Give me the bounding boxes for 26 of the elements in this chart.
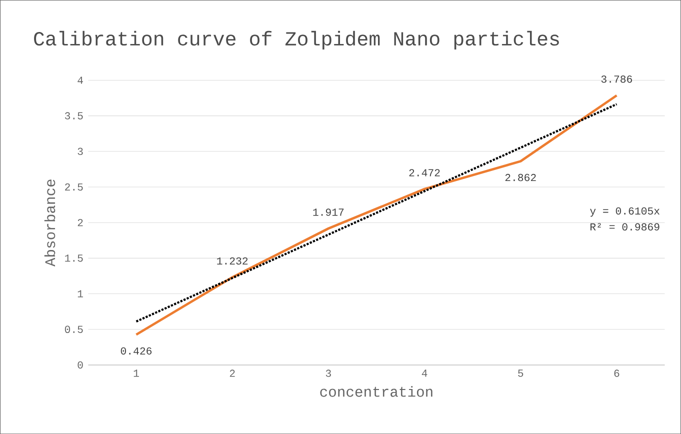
y-tick-label: 2.5 — [65, 183, 83, 191]
y-tick-label: 3.5 — [64, 112, 83, 120]
x-axis-title: concentration — [320, 386, 432, 397]
annotation: y = 0.6105x — [590, 207, 660, 217]
y-tick-label: 3 — [78, 148, 83, 155]
annotation: R² = 0.9869 — [590, 222, 660, 230]
x-tick-label: 3 — [326, 370, 331, 377]
chart-title: Calibration curve of Zolpidem Nano particles — [34, 30, 559, 50]
data-label: 2.862 — [505, 174, 536, 182]
x-tick-label: 2 — [230, 370, 235, 377]
data-label: 3.786 — [601, 75, 632, 83]
data-label: 0.426 — [120, 347, 152, 354]
y-tick-label: 2 — [78, 218, 83, 226]
y-axis-title: Absorbance — [44, 180, 56, 266]
x-tick-label: 1 — [134, 370, 139, 377]
data-label: 2.472 — [409, 169, 440, 176]
x-tick-label: 6 — [614, 370, 620, 377]
data-label: 1.917 — [313, 208, 344, 216]
y-tick-label: 0 — [78, 361, 83, 368]
x-tick-label: 5 — [518, 370, 524, 377]
y-tick-label: 1.5 — [65, 254, 83, 262]
x-tick-label: 4 — [422, 370, 428, 377]
y-tick-label: 1 — [78, 290, 83, 298]
data-label: 1.232 — [217, 257, 248, 264]
y-tick-label: 0.5 — [64, 326, 83, 333]
y-tick-label: 4 — [78, 76, 83, 84]
